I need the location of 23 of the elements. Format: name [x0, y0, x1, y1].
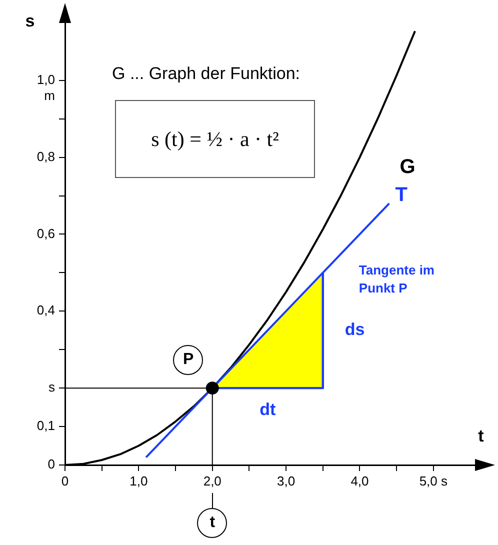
annotation: Tangente im Punkt P [358, 262, 435, 296]
x-tick-label: 4,0 [350, 474, 369, 489]
y-tick-label: 0 [48, 456, 55, 472]
y-tick-label: s [48, 380, 56, 395]
y-tick-label: 1,0 m [36, 72, 55, 103]
text: t [197, 508, 228, 538]
y-tick-label: 0,6 [36, 226, 55, 241]
series-label: T [395, 184, 408, 206]
x-tick-label: 5,0 s [419, 474, 448, 489]
x-tick-label: 2,0 [203, 474, 222, 489]
y-tick-label: 0,8 [36, 148, 55, 164]
y-tick-label: 0,1 [36, 418, 55, 434]
x-tick-label: 3,0 [277, 474, 296, 489]
x-tick-label: 1,0 [130, 474, 148, 489]
x-tick-label: 0 [61, 474, 69, 489]
annotation: P [173, 345, 204, 376]
annotation: ds [344, 320, 365, 340]
y-tick-label: 0,4 [36, 302, 55, 318]
series-label: G [400, 156, 416, 178]
text: G ... Graph der Funktion: [112, 64, 300, 84]
formula-frame: s (t) = ½ · a · t² [115, 100, 315, 178]
x-axis-title: t [478, 426, 484, 446]
annotation: dt [260, 400, 276, 419]
